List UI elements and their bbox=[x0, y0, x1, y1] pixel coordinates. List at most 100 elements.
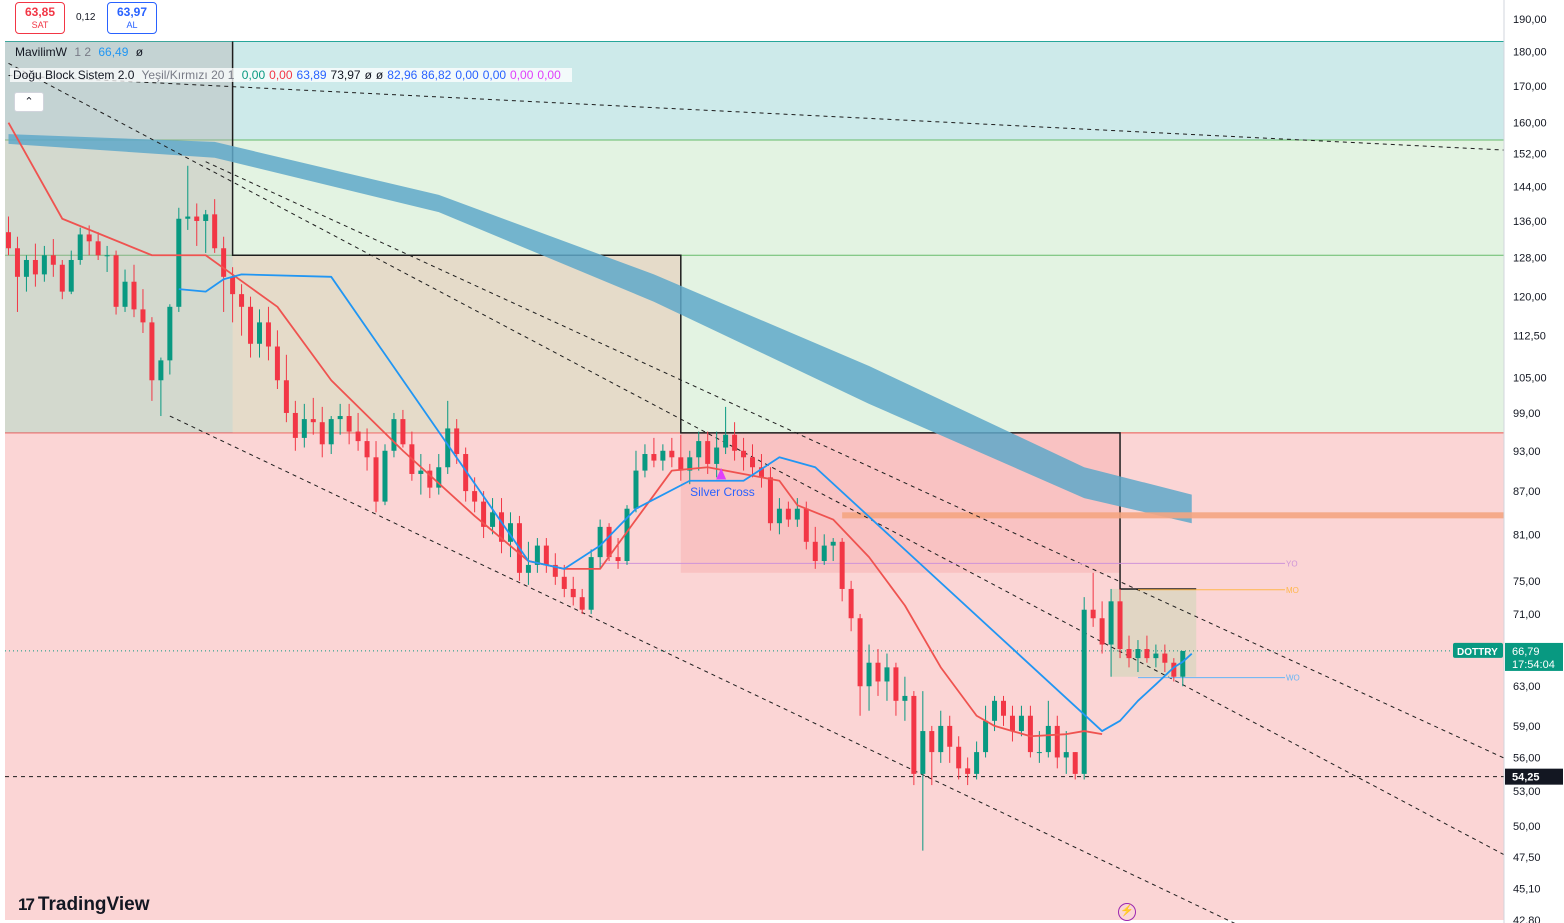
y-tick-label: 81,00 bbox=[1513, 529, 1541, 541]
indicator-value-5: ø bbox=[375, 68, 384, 82]
ichimoku-cloud-band bbox=[8, 134, 1192, 524]
candle-body bbox=[104, 255, 110, 257]
indicator-value-3: 73,97 bbox=[330, 68, 361, 82]
candle-body bbox=[983, 720, 989, 753]
last-price-value: 66,79 bbox=[1512, 646, 1540, 658]
candle-body bbox=[230, 276, 236, 295]
sell-button[interactable]: 63,85 SAT bbox=[15, 2, 65, 34]
candle-body bbox=[1180, 650, 1186, 677]
candle-body bbox=[1063, 752, 1069, 758]
candle-body bbox=[1072, 752, 1078, 774]
candle-body bbox=[1054, 725, 1060, 758]
candle-body bbox=[14, 248, 20, 277]
mavilim-legend[interactable]: MavilimW 1 2 66,49 ø bbox=[15, 45, 147, 59]
chevron-up-icon[interactable]: ⌃ bbox=[14, 92, 44, 112]
candle-body bbox=[974, 752, 980, 774]
candle-body bbox=[454, 428, 460, 455]
y-tick-label: 170,00 bbox=[1513, 81, 1547, 93]
candle-body bbox=[418, 470, 424, 474]
candle-body bbox=[543, 545, 549, 565]
candle-body bbox=[525, 564, 531, 573]
silver-cross-marker bbox=[716, 467, 727, 480]
candle-body bbox=[95, 241, 101, 256]
candle-body bbox=[283, 380, 289, 413]
candle-body bbox=[678, 457, 684, 471]
tradingview-logo[interactable]: 17 TradingView bbox=[18, 894, 150, 916]
trend-line-3 bbox=[205, 161, 1564, 787]
candle-body bbox=[1009, 715, 1015, 732]
candle-body bbox=[391, 419, 397, 451]
candle-body bbox=[1135, 649, 1141, 659]
candle-body bbox=[624, 508, 630, 562]
candle-body bbox=[6, 232, 11, 249]
candle-body bbox=[884, 667, 890, 682]
candle-body bbox=[1045, 725, 1051, 753]
candle-body bbox=[794, 508, 800, 520]
y-tick-label: 112,50 bbox=[1513, 331, 1546, 343]
y-tick-label: 144,00 bbox=[1513, 181, 1547, 193]
candle-body bbox=[32, 259, 38, 275]
candle-body bbox=[436, 467, 442, 488]
candle-body bbox=[239, 294, 245, 307]
buy-label: AL bbox=[126, 20, 138, 30]
candle-body bbox=[346, 416, 352, 432]
y-tick-label: 75,00 bbox=[1513, 576, 1541, 588]
silver-cross-label: Silver Cross bbox=[690, 485, 755, 499]
candle-body bbox=[660, 450, 666, 461]
tradingview-mark-icon: 17 bbox=[18, 895, 35, 914]
candle-body bbox=[947, 725, 953, 747]
candle-body bbox=[212, 214, 218, 249]
candle-body bbox=[821, 545, 827, 562]
trend-line-2 bbox=[169, 415, 1236, 923]
candle-body bbox=[221, 248, 227, 277]
candle-body bbox=[140, 309, 146, 323]
candle-body bbox=[785, 508, 791, 520]
candle-body bbox=[920, 731, 926, 774]
y-tick-label: 59,00 bbox=[1513, 721, 1541, 733]
candle-body bbox=[167, 306, 173, 361]
support-tag-value: 54,25 bbox=[1512, 772, 1540, 784]
candle-body bbox=[1099, 618, 1105, 645]
candle-body bbox=[597, 526, 603, 558]
candle-body bbox=[875, 662, 881, 682]
candle-body bbox=[113, 255, 119, 307]
candle-body bbox=[463, 454, 469, 492]
candle-body bbox=[938, 725, 944, 753]
candle-body bbox=[373, 457, 379, 502]
lightning-icon[interactable]: ⚡ bbox=[1118, 903, 1136, 921]
candle-body bbox=[705, 441, 711, 464]
y-tick-label: 93,00 bbox=[1513, 446, 1541, 458]
block-shade-2 bbox=[232, 255, 681, 433]
spread-value: 0,12 bbox=[76, 12, 96, 23]
candle-body bbox=[893, 667, 899, 701]
candle-body bbox=[292, 412, 298, 438]
sell-label: SAT bbox=[31, 20, 49, 30]
candle-body bbox=[651, 454, 657, 461]
moving-average-red-line bbox=[7, 122, 1103, 738]
candle-body bbox=[400, 419, 406, 445]
buy-price: 63,97 bbox=[116, 5, 148, 19]
tradingview-wordmark: TradingView bbox=[37, 894, 150, 915]
indicator-value-4: ø bbox=[364, 68, 372, 82]
candle-body bbox=[203, 214, 209, 221]
indicator-value-8: 0,00 bbox=[455, 68, 479, 82]
candle-body bbox=[830, 541, 836, 546]
candle-body bbox=[642, 454, 648, 471]
y-tick-label: 63,00 bbox=[1513, 681, 1541, 693]
candle-body bbox=[633, 470, 639, 509]
candle-body bbox=[382, 450, 388, 502]
block-box-outline bbox=[231, 41, 1197, 590]
candle-body bbox=[812, 541, 818, 562]
indicator-values: 0,00 0,00 63,89 73,97 ø ø 82,96 86,82 0,00 0,00 0,… bbox=[242, 68, 565, 82]
candle-body bbox=[857, 618, 863, 687]
candle-body bbox=[570, 588, 576, 598]
y-tick-label: 87,00 bbox=[1513, 486, 1541, 498]
dogu-block-legend[interactable]: Doğu Block Sistem 2.0 Yeşil/Kırmızı 20 1… bbox=[10, 68, 572, 82]
support-tag-bg bbox=[1505, 768, 1563, 785]
candle-body bbox=[248, 306, 254, 344]
candle-body bbox=[776, 508, 782, 524]
buy-button[interactable]: 63,97 AL bbox=[107, 2, 157, 34]
candle-body bbox=[50, 255, 56, 265]
y-tick-label: 128,00 bbox=[1513, 253, 1547, 265]
